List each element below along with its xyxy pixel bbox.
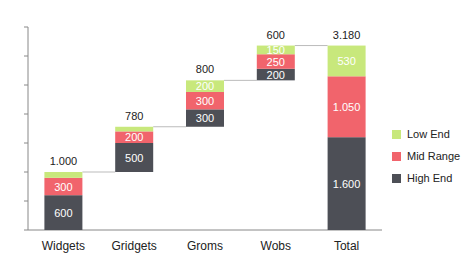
x-tick-label: Groms	[187, 239, 223, 253]
x-tick-label: Total	[334, 239, 359, 253]
data-label: 1.050	[333, 101, 361, 113]
total-label: 780	[125, 110, 143, 122]
data-label: 530	[337, 55, 355, 67]
legend-label: High End	[407, 172, 452, 184]
data-label: 1.600	[333, 178, 361, 190]
connector	[295, 45, 328, 46]
x-tick-label: Widgets	[42, 239, 85, 253]
data-label: 200	[196, 80, 214, 92]
bar-segment	[44, 195, 82, 230]
y-tick	[24, 143, 28, 144]
y-tick	[24, 201, 28, 202]
y-tick	[24, 27, 28, 28]
data-label: 600	[54, 207, 72, 219]
data-label: 300	[196, 112, 214, 124]
bar-segment	[115, 131, 153, 143]
x-tick-label: Wobs	[261, 239, 291, 253]
bar-segment	[328, 76, 366, 137]
bar-segment	[328, 137, 366, 230]
bar-segment	[257, 69, 295, 81]
marks	[44, 46, 365, 230]
labels: 6003001.00050020078030030020080020025015…	[50, 29, 361, 219]
chart-svg: Widgets Gridgets Groms Wobs Total 600 300 1.000…	[0, 0, 474, 274]
bar-segment	[257, 54, 295, 68]
y-tick	[24, 114, 28, 115]
data-label: 200	[267, 69, 285, 81]
connector	[82, 172, 115, 173]
y-tick	[24, 56, 28, 57]
legend-swatch	[392, 152, 401, 161]
connector	[153, 126, 186, 127]
y-tick	[24, 172, 28, 173]
data-label: 300	[54, 181, 72, 193]
connector	[224, 80, 257, 81]
bar-segment	[186, 109, 224, 126]
x-tick-label: Gridgets	[112, 239, 157, 253]
data-label: 300	[196, 95, 214, 107]
y-tick	[24, 85, 28, 86]
total-label: 800	[196, 63, 214, 75]
chart-container: Widgets Gridgets Groms Wobs Total 600 300 1.000…	[0, 0, 474, 274]
bar-segment	[44, 178, 82, 195]
data-label: 150	[267, 44, 285, 56]
total-label: 1.000	[50, 155, 78, 167]
total-label: 3.180	[333, 29, 361, 41]
total-label: 600	[267, 29, 285, 41]
bar-segment	[186, 92, 224, 109]
data-label: 250	[267, 56, 285, 68]
data-label: 200	[125, 131, 143, 143]
legend-swatch	[392, 174, 401, 183]
bar-segment	[186, 80, 224, 92]
bar-segment	[115, 143, 153, 172]
legend-label: Mid Range	[407, 150, 460, 162]
data-label: 500	[125, 152, 143, 164]
y-tick	[24, 230, 28, 231]
y-axis-line	[28, 27, 29, 230]
bar-segment	[44, 172, 82, 178]
legend: Low End Mid Range High End	[392, 128, 460, 184]
legend-label: Low End	[407, 128, 450, 140]
bar-segment	[328, 46, 366, 77]
legend-swatch	[392, 130, 401, 139]
